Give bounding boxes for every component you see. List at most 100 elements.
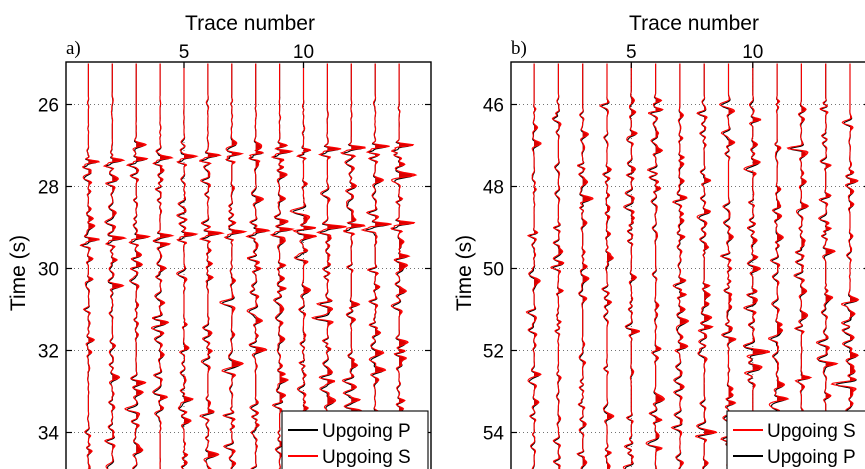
- upgoing-s-wiggle: [814, 63, 839, 469]
- x-tick-label: 5: [626, 42, 637, 63]
- upgoing-s-wiggle: [198, 63, 225, 469]
- legend-entry: Upgoing S: [767, 421, 856, 442]
- trace-3: [576, 63, 594, 469]
- legend-entry: Upgoing S: [322, 447, 411, 468]
- upgoing-s-wiggle: [124, 63, 152, 469]
- upgoing-s-wiggle: [219, 63, 248, 469]
- traces: [79, 63, 418, 469]
- legend-entry: Upgoing P: [767, 447, 856, 468]
- upgoing-p-wiggle: [248, 63, 268, 469]
- upgoing-s-wiggle: [102, 63, 128, 469]
- upgoing-s-wiggle: [786, 63, 813, 469]
- legend: Upgoing S Upgoing P: [726, 410, 865, 469]
- trace-2: [102, 63, 128, 469]
- upgoing-s-fill: [375, 83, 392, 469]
- trace-6: [645, 63, 666, 469]
- upgoing-s-wiggle: [79, 63, 101, 469]
- trace-10: [742, 63, 771, 469]
- upgoing-s-wiggle: [622, 63, 640, 469]
- legend-entry: Upgoing P: [322, 421, 411, 442]
- y-tick-label: 50: [483, 260, 504, 281]
- panel-label: a): [66, 38, 81, 59]
- legend-box: [726, 410, 865, 469]
- upgoing-s-fill: [160, 84, 173, 469]
- trace-9: [718, 63, 737, 469]
- y-tick-label: 32: [38, 342, 59, 363]
- traces: [525, 63, 860, 469]
- upgoing-p-fill: [558, 85, 563, 469]
- x-axis-title: Trace number: [629, 12, 759, 35]
- upgoing-s-wiggle: [830, 63, 860, 469]
- upgoing-s-wiggle: [550, 63, 565, 469]
- upgoing-s-wiggle: [670, 63, 690, 469]
- upgoing-s-wiggle: [269, 63, 295, 469]
- upgoing-s-wiggle: [645, 63, 666, 469]
- trace-1: [79, 63, 101, 469]
- trace-5: [622, 63, 640, 469]
- x-tick-label: 10: [293, 42, 314, 63]
- x-axis-title: Trace number: [185, 12, 315, 35]
- trace-14: [390, 63, 418, 469]
- upgoing-s-wiggle: [245, 63, 271, 469]
- upgoing-p-fill: [582, 99, 591, 468]
- trace-1: [525, 63, 542, 469]
- axes-frame: [65, 61, 432, 469]
- panel-label: b): [511, 38, 527, 59]
- trace-5: [176, 63, 199, 469]
- upgoing-s-wiggle: [339, 63, 366, 469]
- trace-11: [768, 63, 790, 469]
- trace-7: [219, 63, 248, 469]
- upgoing-s-wiggle: [599, 63, 615, 469]
- legend: Upgoing P Upgoing S: [281, 410, 429, 469]
- upgoing-s-fill: [582, 99, 593, 467]
- y-tick-label: 52: [483, 342, 504, 363]
- axes-frame: [510, 61, 865, 469]
- y-tick-label: 54: [483, 424, 505, 445]
- y-tick-label: 48: [483, 178, 504, 199]
- y-axis-title: Time (s): [453, 235, 476, 311]
- upgoing-s-wiggle: [176, 63, 199, 469]
- upgoing-s-wiggle: [576, 63, 594, 469]
- upgoing-p-wiggle: [788, 63, 810, 469]
- upgoing-s-fill: [558, 85, 564, 469]
- upgoing-s-fill: [88, 94, 100, 469]
- trace-2: [550, 63, 565, 469]
- upgoing-s-wiggle: [742, 63, 771, 469]
- y-tick-label: 28: [38, 178, 59, 199]
- trace-12: [786, 63, 813, 469]
- y-tick-label: 46: [483, 96, 504, 117]
- upgoing-p-wiggle: [81, 63, 99, 469]
- chart-panel-b: b) Trace number Time (s) 46 48 50 52 54 5 10 Upgoi…: [453, 12, 865, 469]
- upgoing-s-wiggle: [768, 63, 790, 469]
- trace-9: [269, 63, 295, 469]
- trace-4: [151, 63, 175, 469]
- upgoing-p-wiggle: [199, 63, 220, 469]
- trace-8: [694, 63, 718, 469]
- trace-10: [289, 63, 319, 469]
- trace-13: [814, 63, 839, 469]
- upgoing-p-wiggle: [177, 63, 196, 469]
- chart-panel-a: a) Trace number Time (s) 26 28 30 32 34 5 10 Upgoi…: [7, 12, 432, 469]
- trace-8: [245, 63, 271, 469]
- x-tick-label: 10: [742, 42, 763, 63]
- upgoing-s-wiggle: [694, 63, 718, 469]
- upgoing-s-wiggle: [151, 63, 175, 469]
- trace-7: [670, 63, 690, 469]
- trace-6: [198, 63, 225, 469]
- y-axis-title: Time (s): [7, 235, 30, 311]
- trace-14: [830, 63, 860, 469]
- trace-13: [360, 63, 392, 469]
- y-tick-label: 34: [38, 424, 60, 445]
- legend-box: [281, 410, 429, 469]
- y-tick-label: 26: [38, 96, 59, 117]
- trace-4: [599, 63, 615, 469]
- x-tick-label: 5: [179, 42, 190, 63]
- y-tick-label: 30: [38, 260, 59, 281]
- upgoing-s-wiggle: [525, 63, 542, 469]
- trace-11: [311, 63, 347, 469]
- upgoing-p-fill: [160, 86, 170, 469]
- upgoing-p-wiggle: [720, 63, 735, 469]
- trace-3: [124, 63, 152, 469]
- trace-12: [339, 63, 366, 469]
